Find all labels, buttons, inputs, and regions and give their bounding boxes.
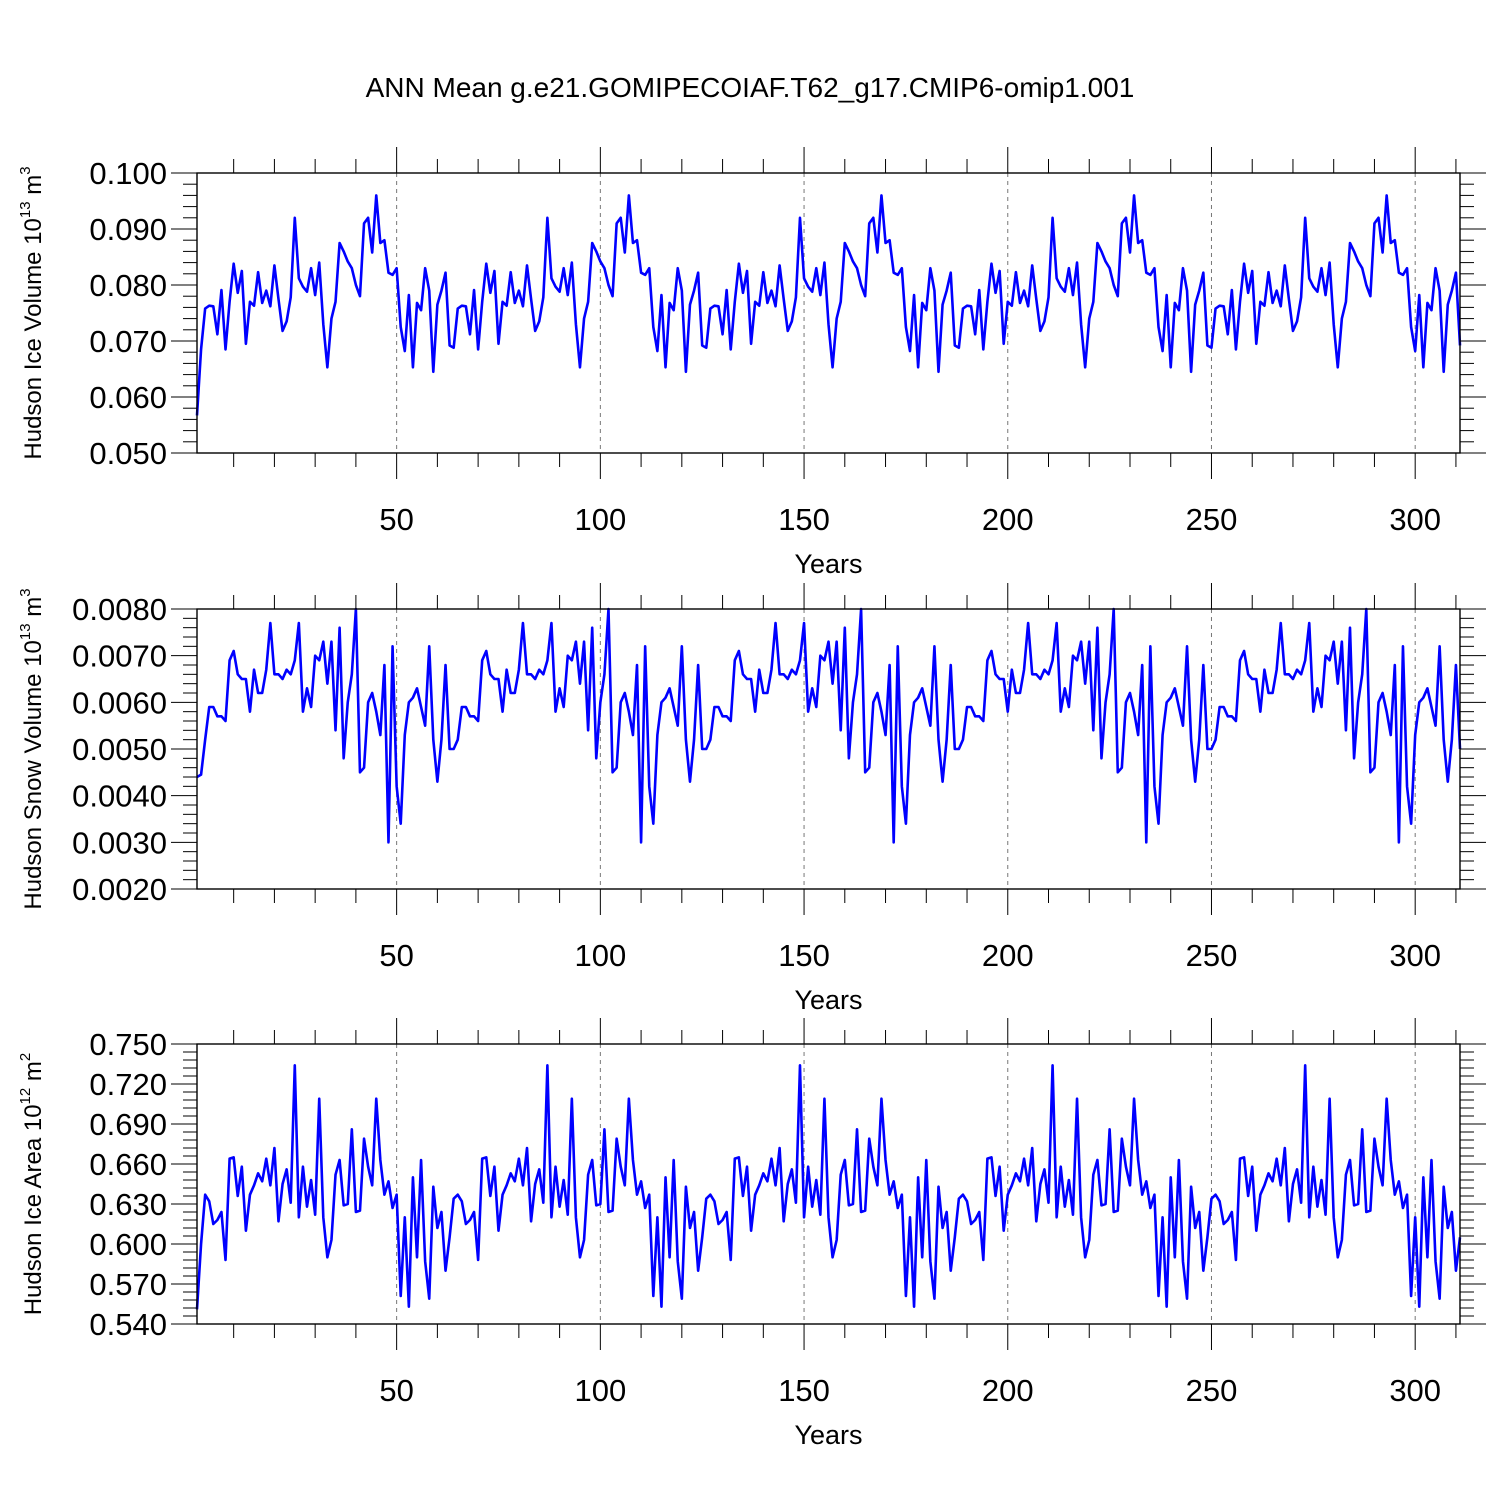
- y-tick-label: 0.070: [89, 324, 167, 359]
- x-axis-label: Years: [794, 985, 862, 1015]
- series-line: [195, 1064, 1462, 1310]
- y-tick-label: 0.0050: [72, 732, 167, 767]
- y-tick-label: 0.090: [89, 212, 167, 247]
- x-tick-label: 250: [1186, 1373, 1238, 1408]
- x-tick-label: 250: [1186, 938, 1238, 973]
- y-tick-label: 0.050: [89, 436, 167, 471]
- y-tick-label: 0.0080: [72, 592, 167, 627]
- x-tick-label: 300: [1389, 938, 1441, 973]
- y-tick-label: 0.080: [89, 268, 167, 303]
- x-tick-label: 50: [379, 938, 413, 973]
- series-line: [195, 194, 1462, 416]
- y-tick-label: 0.0020: [72, 872, 167, 907]
- x-tick-label: 250: [1186, 502, 1238, 537]
- y-tick-label: 0.0030: [72, 825, 167, 860]
- x-tick-label: 200: [982, 502, 1034, 537]
- plot-frame: [196, 1043, 1461, 1325]
- y-axis-label: Hudson Ice Area 1012 m2: [17, 1053, 47, 1316]
- y-tick-label: 0.0070: [72, 639, 167, 674]
- chart-panel-1: 0.050 0.060 0.070 0.080 0.090 0.100 50 100 150 20…: [17, 147, 1486, 579]
- y-tick-label: 0.570: [89, 1267, 167, 1302]
- x-tick-label: 50: [379, 502, 413, 537]
- x-tick-label: 150: [778, 1373, 830, 1408]
- x-tick-label: 100: [574, 938, 626, 973]
- x-axis-label: Years: [794, 549, 862, 579]
- figure-title: ANN Mean g.e21.GOMIPECOIAF.T62_g17.CMIP6…: [365, 72, 1135, 103]
- x-tick-label: 100: [574, 1373, 626, 1408]
- y-axis-label: Hudson Ice Volume 1013 m3: [17, 166, 47, 459]
- y-tick-label: 0.720: [89, 1067, 167, 1102]
- chart-panel-2: 0.0020 0.0030 0.0040 0.0050 0.0060 0.0070 0.00…: [17, 583, 1486, 1015]
- y-tick-label: 0.750: [89, 1027, 167, 1062]
- x-tick-label: 300: [1389, 502, 1441, 537]
- series-line: [196, 607, 1462, 844]
- x-tick-label: 50: [379, 1373, 413, 1408]
- x-tick-label: 100: [574, 502, 626, 537]
- chart-panel-3: 0.540 0.570 0.600 0.630 0.660 0.690 0.720 0.750…: [17, 1018, 1486, 1450]
- y-tick-label: 0.630: [89, 1187, 167, 1222]
- y-tick-label: 0.0060: [72, 685, 167, 720]
- x-axis-label: Years: [794, 1420, 862, 1450]
- x-tick-label: 300: [1389, 1373, 1441, 1408]
- x-tick-label: 150: [778, 938, 830, 973]
- y-axis-label: Hudson Snow Volume 1013 m3: [17, 588, 47, 909]
- y-tick-label: 0.690: [89, 1107, 167, 1142]
- y-tick-label: 0.540: [89, 1307, 167, 1342]
- y-tick-label: 0.100: [89, 156, 167, 191]
- y-tick-label: 0.660: [89, 1147, 167, 1182]
- y-tick-label: 0.060: [89, 380, 167, 415]
- x-tick-label: 200: [982, 938, 1034, 973]
- x-tick-label: 200: [982, 1373, 1034, 1408]
- x-tick-label: 150: [778, 502, 830, 537]
- y-tick-label: 0.0040: [72, 779, 167, 814]
- plot-frame: [196, 172, 1461, 454]
- y-tick-label: 0.600: [89, 1227, 167, 1262]
